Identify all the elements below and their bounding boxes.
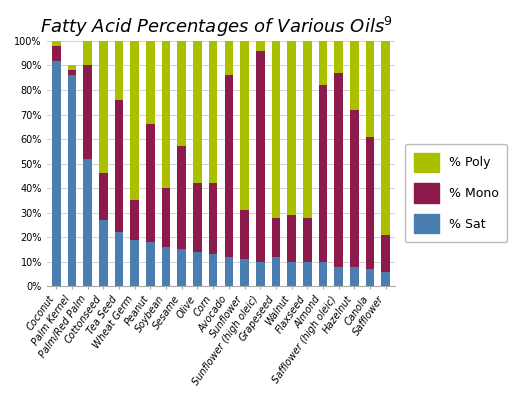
Bar: [146, 242, 154, 286]
Bar: [83, 65, 92, 159]
Bar: [225, 257, 233, 286]
Bar: [334, 267, 343, 286]
Bar: [131, 200, 139, 240]
Bar: [366, 137, 374, 269]
Bar: [162, 247, 171, 286]
Bar: [131, 240, 139, 286]
Bar: [68, 65, 76, 70]
Bar: [146, 124, 154, 242]
Bar: [256, 41, 265, 51]
Bar: [256, 262, 265, 286]
Bar: [350, 267, 359, 286]
Bar: [52, 61, 60, 286]
Bar: [334, 73, 343, 267]
Bar: [162, 188, 171, 247]
Bar: [225, 75, 233, 257]
Bar: [193, 252, 202, 286]
Bar: [382, 235, 390, 272]
Bar: [115, 41, 123, 100]
Bar: [271, 257, 280, 286]
Bar: [68, 70, 76, 75]
Bar: [303, 41, 311, 218]
Bar: [177, 146, 186, 249]
Bar: [99, 41, 108, 173]
Bar: [366, 269, 374, 286]
Bar: [209, 254, 217, 286]
Bar: [382, 41, 390, 235]
Bar: [131, 41, 139, 200]
Bar: [350, 41, 359, 110]
Bar: [209, 41, 217, 183]
Bar: [288, 41, 296, 215]
Bar: [193, 41, 202, 183]
Bar: [115, 232, 123, 286]
Bar: [303, 262, 311, 286]
Bar: [99, 173, 108, 220]
Bar: [382, 272, 390, 286]
Bar: [225, 41, 233, 75]
Text: Fatty Acid Percentages of Various Oils$^{9}$: Fatty Acid Percentages of Various Oils$^…: [40, 14, 393, 38]
Legend: % Poly, % Mono, % Sat: % Poly, % Mono, % Sat: [405, 144, 508, 242]
Bar: [146, 41, 154, 124]
Bar: [240, 210, 249, 259]
Bar: [319, 262, 327, 286]
Bar: [334, 41, 343, 73]
Bar: [99, 220, 108, 286]
Bar: [83, 159, 92, 286]
Bar: [209, 183, 217, 254]
Bar: [177, 249, 186, 286]
Bar: [52, 41, 60, 46]
Bar: [115, 100, 123, 232]
Bar: [271, 218, 280, 257]
Bar: [366, 41, 374, 137]
Bar: [240, 259, 249, 286]
Bar: [240, 41, 249, 210]
Bar: [68, 75, 76, 286]
Bar: [350, 110, 359, 267]
Bar: [52, 46, 60, 61]
Bar: [83, 41, 92, 65]
Bar: [271, 41, 280, 218]
Bar: [162, 41, 171, 188]
Bar: [288, 215, 296, 262]
Bar: [319, 85, 327, 262]
Bar: [193, 183, 202, 252]
Bar: [256, 51, 265, 262]
Bar: [319, 41, 327, 85]
Bar: [288, 262, 296, 286]
Bar: [177, 41, 186, 146]
Bar: [303, 218, 311, 262]
